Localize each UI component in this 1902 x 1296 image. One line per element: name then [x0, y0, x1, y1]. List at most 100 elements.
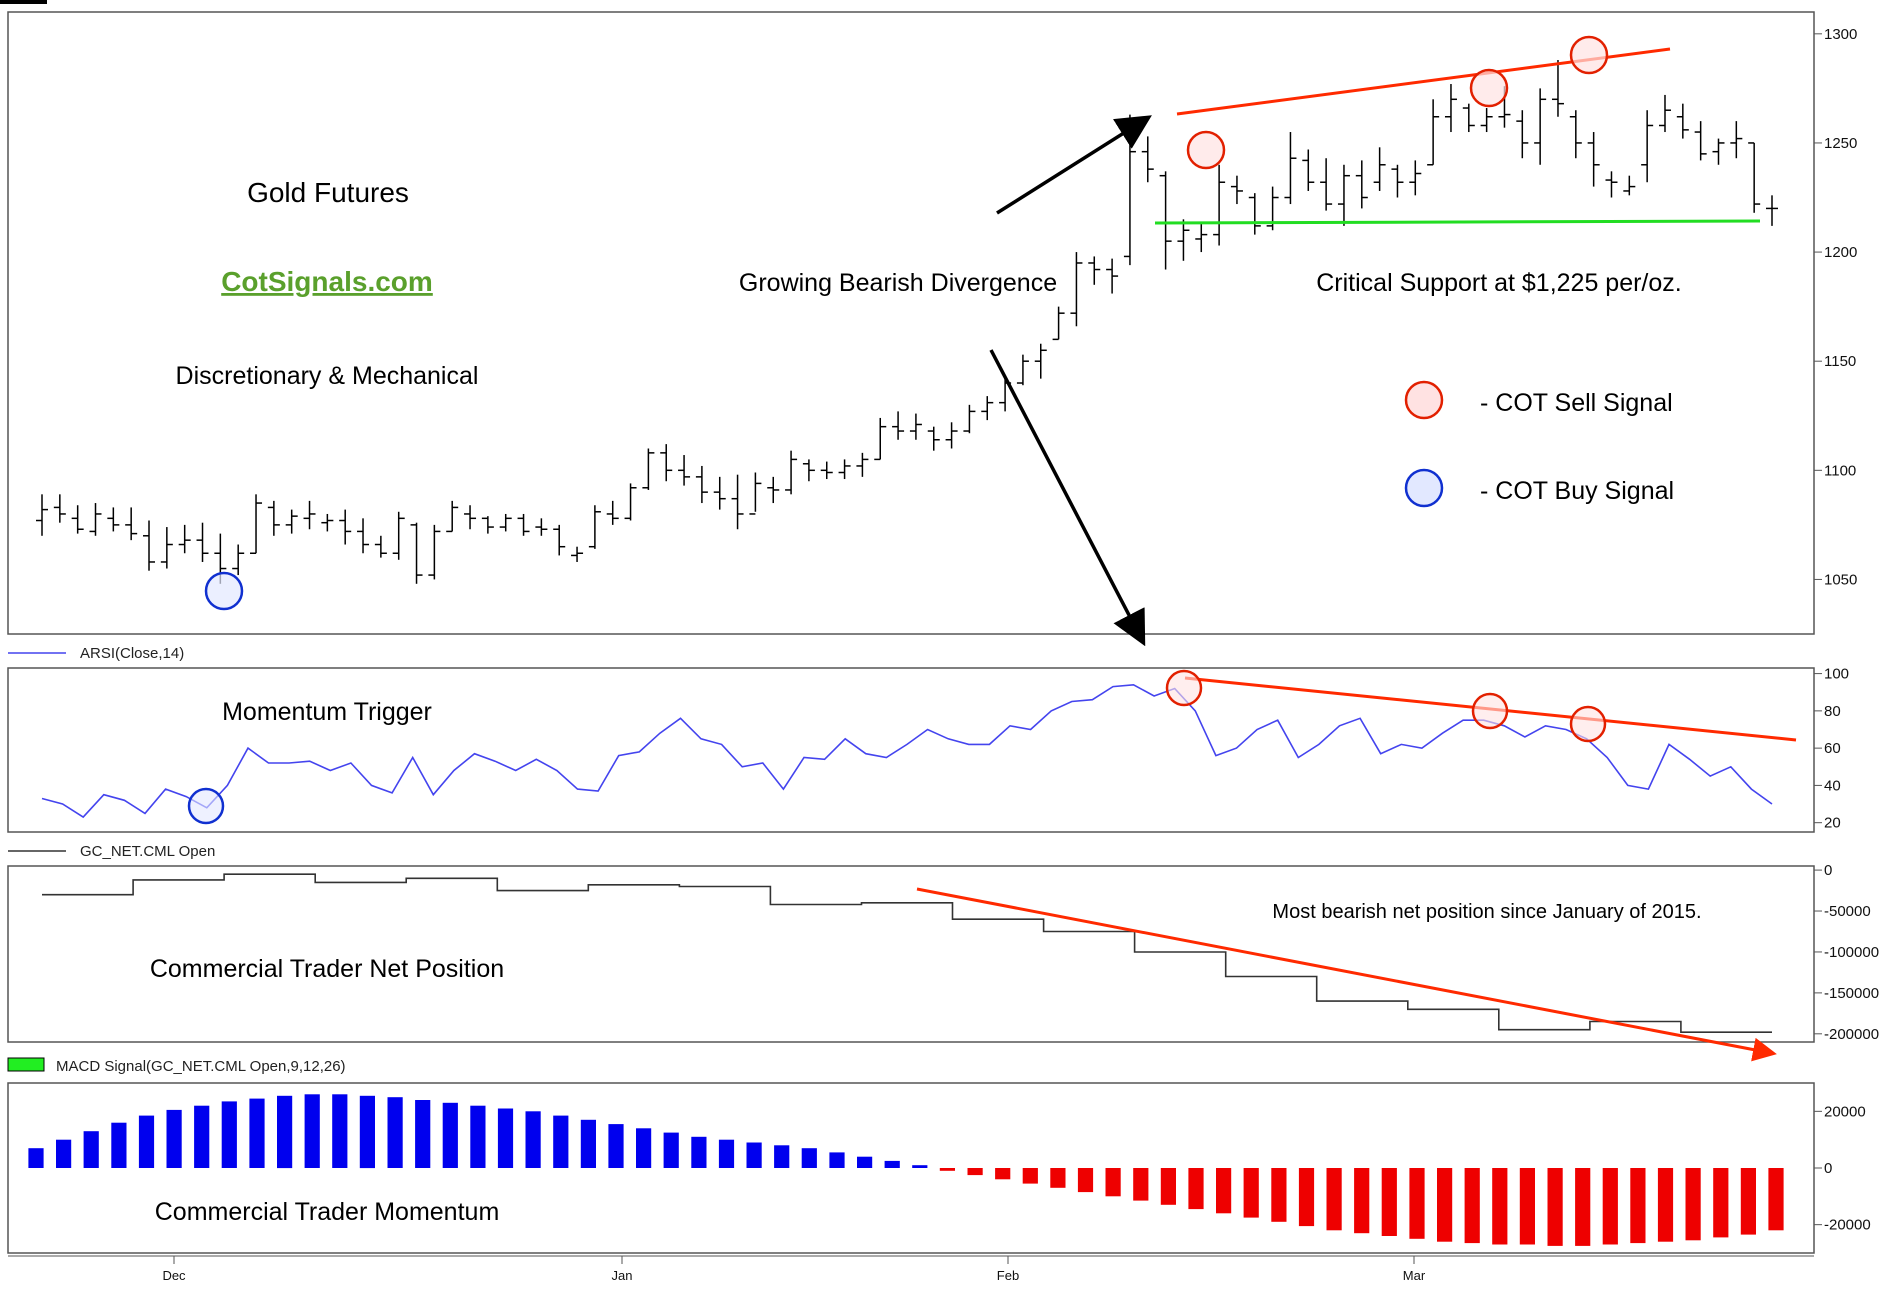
ohlc-bar [892, 411, 905, 440]
arsi-y-axis: 20 40 60 80 100 [1814, 666, 1849, 832]
ohlc-bar [1373, 147, 1386, 191]
ohlc-bar [285, 509, 298, 534]
price-y-tick-label: 1050 [1824, 571, 1857, 588]
ohlc-bar [1409, 160, 1422, 196]
ohlc-bar [481, 516, 494, 534]
close-legend-swatch [0, 0, 47, 4]
ohlc-bar [410, 522, 423, 584]
buy-legend-marker [1404, 468, 1444, 508]
ohlc-bar [1516, 110, 1529, 159]
ohlc-bar [160, 527, 173, 569]
ohlc-bar [856, 452, 869, 477]
macd-bar [56, 1139, 72, 1168]
macd-bar [194, 1105, 210, 1168]
macd-legend-swatch [7, 1057, 45, 1072]
macd-bar [359, 1095, 375, 1169]
price-y-tick-label: 1100 [1824, 462, 1856, 479]
macd-y-tick-label: 20000 [1824, 1103, 1866, 1120]
macd-bar [1685, 1168, 1701, 1241]
ohlc-bar [374, 535, 387, 558]
macd-bar [774, 1145, 790, 1168]
ohlc-bar [1284, 132, 1297, 205]
ohlc-bar [678, 455, 691, 486]
support-label: Critical Support at $1,225 per/oz. [1316, 269, 1681, 297]
macd-bar [277, 1095, 293, 1169]
macd-bar [221, 1101, 237, 1168]
ohlc-bar [802, 459, 815, 482]
arsi-y-tick-label: 100 [1824, 666, 1849, 683]
ohlc-bar [1748, 142, 1761, 213]
arsi-y-tick-label: 40 [1824, 777, 1841, 794]
ohlc-bar [232, 544, 245, 576]
ohlc-bar [749, 472, 762, 515]
ohlc-bar [107, 507, 120, 532]
ohlc-bar [1123, 114, 1136, 266]
ohlc-bar [1106, 258, 1119, 294]
ohlc-bar [874, 417, 887, 461]
macd-bar [1519, 1168, 1535, 1245]
macd-bar [1326, 1168, 1342, 1231]
macd-bar [28, 1148, 44, 1168]
macd-bar [580, 1119, 596, 1168]
chart-subtitle: Discretionary & Mechanical [176, 362, 479, 390]
ohlc-bar [303, 500, 316, 530]
net-y-tick-label: -200000 [1824, 1026, 1879, 1043]
ohlc-bar [1213, 164, 1226, 246]
macd-bar [746, 1142, 762, 1168]
divergence-label: Growing Bearish Divergence [739, 269, 1057, 297]
macd-bar [801, 1148, 817, 1168]
ohlc-bar [927, 426, 940, 451]
ohlc-bar [1391, 164, 1404, 198]
buy-legend-label: - COT Buy Signal [1480, 477, 1674, 505]
x-tick-label: Dec [162, 1268, 186, 1283]
ohlc-bar [695, 465, 708, 504]
macd-bar [332, 1094, 348, 1168]
ohlc-bar [464, 505, 477, 530]
ohlc-bar [1230, 175, 1243, 205]
arsi-legend: ARSI(Close,14) [80, 645, 184, 662]
ohlc-bar [1427, 99, 1440, 166]
macd-y-tick-label: -20000 [1824, 1217, 1871, 1234]
macd-bar [1298, 1168, 1315, 1227]
macd-bar [829, 1152, 845, 1168]
macd-bar [1602, 1168, 1618, 1245]
ohlc-bar [1623, 175, 1636, 196]
ohlc-bar [1587, 132, 1600, 187]
cot-sell-signal-marker [1469, 68, 1509, 108]
macd-bar [1409, 1168, 1425, 1239]
ohlc-bar [53, 494, 66, 523]
macd-bar [553, 1115, 569, 1168]
ohlc-bar [660, 444, 673, 482]
macd-bar [1768, 1168, 1784, 1231]
ohlc-bar [267, 500, 280, 536]
arsi-y-tick-label: 80 [1824, 703, 1841, 720]
cotsignals-link[interactable]: CotSignals.com [221, 266, 433, 297]
macd-bar [718, 1139, 735, 1168]
ohlc-bar [535, 518, 548, 536]
ohlc-bar [89, 503, 102, 536]
ohlc-bar [1694, 121, 1707, 161]
ohlc-bar [36, 494, 48, 536]
ohlc-bar [1159, 171, 1172, 270]
ohlc-bar [357, 518, 370, 554]
cot-sell-signal-marker [1569, 35, 1609, 75]
price-y-tick-label: 1250 [1824, 135, 1857, 152]
macd-bar [1740, 1168, 1756, 1235]
net-y-tick-label: 0 [1824, 862, 1832, 879]
macd-bar [1160, 1168, 1176, 1205]
ohlc-bar [178, 524, 191, 554]
ohlc-bar [1177, 219, 1190, 261]
macd-bar [1271, 1168, 1287, 1222]
macd-bar [442, 1102, 458, 1168]
arsi-y-tick-label: 20 [1824, 815, 1841, 832]
macd-bar [967, 1168, 983, 1176]
ohlc-bar [1676, 103, 1689, 139]
macd-bar [1464, 1168, 1480, 1244]
arsi-buy-signal-marker [187, 787, 225, 825]
ohlc-bar [1551, 60, 1564, 117]
net-position-label: Commercial Trader Net Position [150, 955, 504, 983]
ohlc-bar [820, 461, 833, 480]
macd-bar [1022, 1168, 1038, 1184]
ohlc-bar [981, 396, 994, 421]
sell-legend-marker [1404, 380, 1444, 420]
